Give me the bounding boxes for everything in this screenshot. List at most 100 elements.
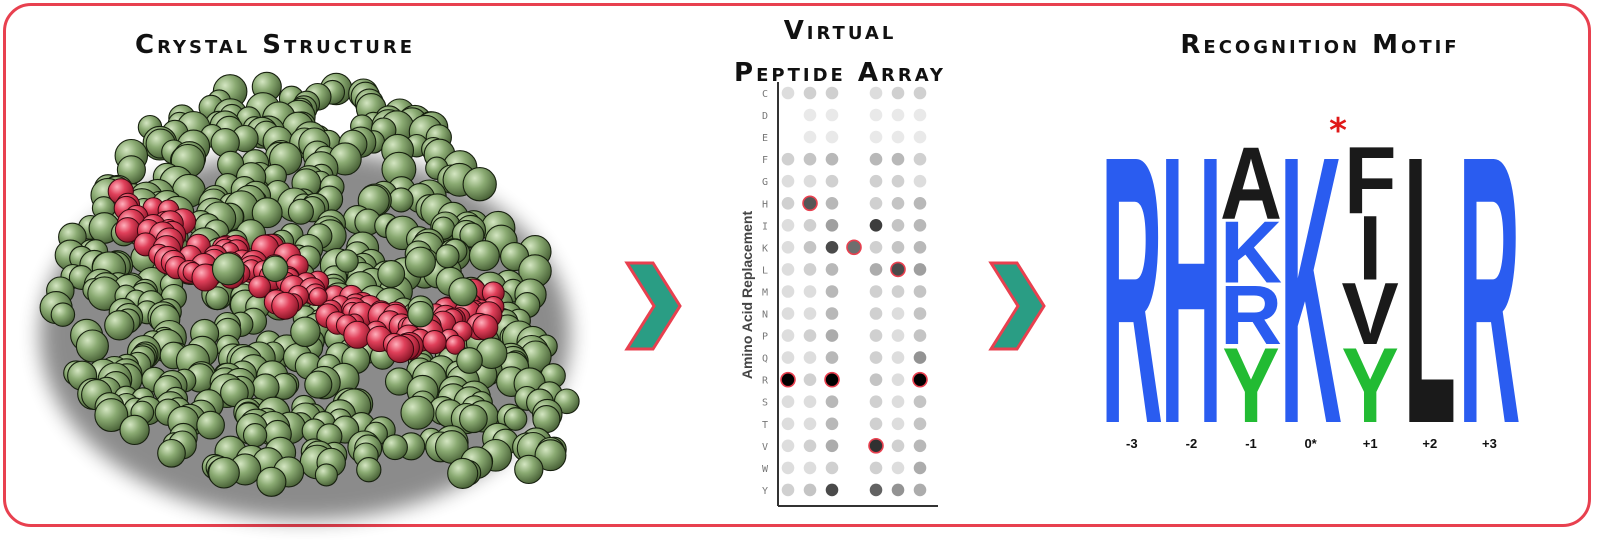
protein-atom bbox=[261, 255, 289, 283]
array-spot bbox=[869, 197, 883, 210]
array-spot bbox=[913, 174, 927, 188]
array-spot bbox=[824, 371, 840, 388]
peptide-atom bbox=[386, 335, 415, 364]
array-spot bbox=[891, 130, 905, 144]
array-spot bbox=[781, 219, 795, 232]
array-spot bbox=[803, 417, 817, 431]
array-spot bbox=[912, 371, 928, 388]
array-spot bbox=[891, 219, 905, 232]
array-spot bbox=[803, 86, 817, 100]
array-spot bbox=[780, 371, 796, 388]
logo-letter: R bbox=[1101, 76, 1163, 504]
array-spot bbox=[825, 197, 839, 210]
protein-atom bbox=[459, 404, 488, 434]
array-spot bbox=[891, 285, 905, 298]
array-spot bbox=[869, 307, 883, 320]
protein-atom bbox=[119, 414, 150, 446]
figure-frame bbox=[3, 3, 1591, 527]
array-spot bbox=[891, 241, 905, 254]
array-spot bbox=[803, 285, 817, 298]
logo-letter: R bbox=[1458, 76, 1520, 504]
array-spot bbox=[869, 263, 883, 276]
arrow-icon bbox=[624, 261, 682, 351]
protein-atom bbox=[435, 244, 460, 269]
peptide-array-title-line1: Virtual bbox=[783, 16, 897, 46]
array-row-label: N bbox=[762, 310, 768, 321]
array-spot bbox=[913, 108, 927, 122]
logo-position-label: +1 bbox=[1363, 436, 1378, 451]
array-y-axis-label: Amino Acid Replacement bbox=[739, 211, 755, 380]
protein-atom bbox=[456, 347, 483, 374]
array-spot bbox=[781, 285, 795, 298]
array-spot bbox=[891, 174, 905, 188]
peptide-atom bbox=[271, 291, 300, 320]
array-spot bbox=[891, 108, 905, 122]
array-spot bbox=[825, 417, 839, 431]
array-spot bbox=[913, 130, 927, 144]
array-spot bbox=[869, 395, 883, 409]
array-spot bbox=[891, 439, 905, 453]
logo-letter: V bbox=[1342, 265, 1399, 363]
array-spot bbox=[803, 263, 817, 276]
protein-atom bbox=[94, 398, 129, 433]
protein-atom bbox=[407, 300, 434, 328]
array-spot bbox=[869, 483, 883, 497]
array-spot bbox=[803, 461, 817, 475]
array-spot bbox=[891, 329, 905, 342]
array-spot bbox=[913, 86, 927, 100]
array-row-label: V bbox=[762, 442, 768, 453]
array-spot bbox=[891, 197, 905, 210]
array-spot bbox=[869, 461, 883, 475]
protein-atom bbox=[157, 438, 186, 468]
protein-atom bbox=[314, 463, 338, 487]
logo-position-labels: -3 -2 -1 0* +1 +2 +3 bbox=[1126, 436, 1497, 451]
array-spot bbox=[803, 174, 817, 188]
protein-atom bbox=[104, 310, 135, 341]
array-spot bbox=[781, 263, 795, 276]
logo-position-label: +3 bbox=[1482, 436, 1497, 451]
array-spot bbox=[891, 373, 905, 387]
array-spot bbox=[781, 417, 795, 431]
array-spot bbox=[825, 285, 839, 298]
protein-atom bbox=[462, 167, 497, 202]
array-spot bbox=[802, 195, 818, 212]
array-spot bbox=[891, 461, 905, 475]
protein-atom bbox=[356, 457, 382, 483]
array-spot bbox=[825, 439, 839, 453]
peptide-atom bbox=[248, 275, 272, 299]
protein-atom bbox=[242, 423, 268, 448]
peptide-ligand-atoms bbox=[107, 178, 508, 374]
array-spot bbox=[913, 241, 927, 254]
array-spot bbox=[913, 263, 927, 276]
protein-atom bbox=[335, 249, 359, 273]
protein-atom bbox=[503, 407, 528, 431]
array-spot bbox=[869, 130, 883, 144]
array-spot bbox=[869, 329, 883, 342]
array-spot bbox=[781, 395, 795, 409]
logo-letter: L bbox=[1404, 76, 1456, 504]
crystal-structure-title: Crystal Structure bbox=[134, 30, 416, 60]
array-spot bbox=[891, 395, 905, 409]
array-spot bbox=[913, 461, 927, 475]
protein-atom bbox=[377, 260, 406, 288]
array-spot bbox=[803, 439, 817, 453]
array-spot bbox=[825, 307, 839, 320]
protein-atom bbox=[388, 187, 414, 213]
array-row-label: S bbox=[762, 398, 768, 409]
array-spot bbox=[869, 108, 883, 122]
array-spot bbox=[869, 219, 883, 232]
array-row-label: R bbox=[762, 376, 769, 387]
array-spot bbox=[825, 329, 839, 342]
logo-letter: H bbox=[1160, 76, 1222, 504]
array-spot bbox=[825, 130, 839, 144]
array-row-label: W bbox=[762, 464, 769, 475]
protein-structure bbox=[39, 71, 580, 520]
array-spot bbox=[825, 108, 839, 122]
array-spot bbox=[803, 130, 817, 144]
array-row-label: Y bbox=[762, 486, 768, 497]
array-spot bbox=[803, 307, 817, 320]
array-spot bbox=[803, 373, 817, 387]
peptide-array-title-line2: Peptide Array bbox=[734, 58, 946, 88]
